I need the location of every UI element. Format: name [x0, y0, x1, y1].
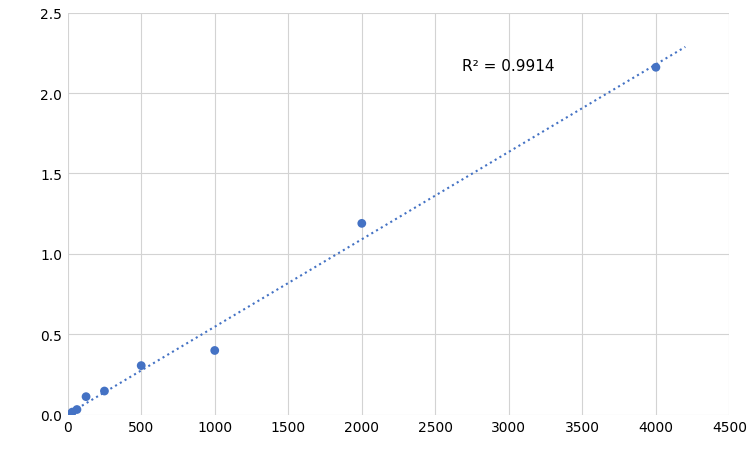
Point	[209, 347, 221, 354]
Point	[99, 387, 111, 395]
Point	[62, 411, 74, 419]
Point	[80, 393, 92, 400]
Point	[650, 64, 662, 72]
Point	[66, 409, 78, 416]
Text: R² = 0.9914: R² = 0.9914	[462, 59, 554, 74]
Point	[71, 406, 83, 413]
Point	[135, 362, 147, 369]
Point	[356, 220, 368, 227]
